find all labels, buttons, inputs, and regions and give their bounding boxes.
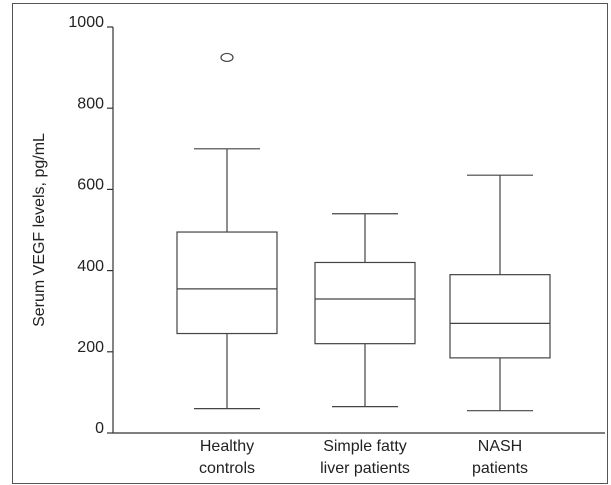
y-tick-label: 1000 — [68, 14, 104, 31]
y-tick-label: 800 — [77, 95, 104, 112]
y-tick-label: 400 — [77, 258, 104, 275]
y-axis-label: Serum VEGF levels, pg/mL — [31, 133, 48, 327]
box — [314, 261, 416, 345]
box — [449, 274, 551, 359]
x-tick-label: patients — [472, 460, 528, 477]
frame — [12, 3, 608, 484]
x-tick-label: Simple fatty — [323, 438, 407, 455]
box — [176, 231, 278, 335]
y-tick-label: 200 — [77, 339, 104, 356]
x-tick-label: NASH — [478, 438, 522, 455]
x-tick-label: liver patients — [320, 460, 410, 477]
x-tick-label: controls — [199, 460, 255, 477]
outlier — [220, 52, 234, 63]
y-tick-label: 0 — [95, 420, 104, 437]
y-tick-label: 600 — [77, 177, 104, 194]
x-tick-label: Healthy — [200, 438, 254, 455]
